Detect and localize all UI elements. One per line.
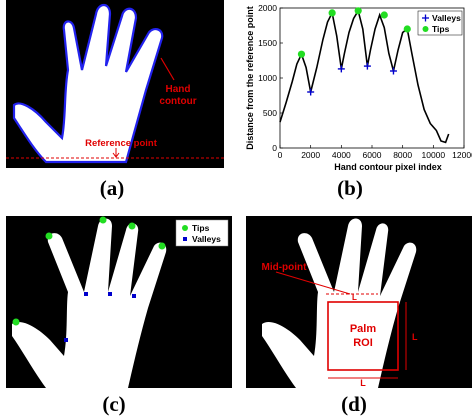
caption-d: (d)	[341, 392, 367, 416]
hand-contour-label-1: Hand	[166, 84, 191, 95]
reference-point-label: Reference point	[85, 138, 158, 149]
legend-tips-marker-b	[422, 26, 429, 32]
valley-point-2	[363, 62, 371, 70]
valley-point-3	[389, 67, 397, 75]
tip-point-0	[297, 50, 306, 58]
tip-markers	[12, 216, 166, 326]
caption-a: (a)	[99, 176, 125, 200]
legend-tips-label-b: Tips	[432, 24, 450, 34]
tip-marker-1	[45, 232, 53, 240]
palm-label-1: Palm	[350, 323, 377, 335]
x-tick-label-3: 6000	[363, 150, 382, 160]
x-tick-label-2: 4000	[332, 150, 351, 160]
hand-silhouette	[12, 3, 164, 164]
tip-point-1	[328, 9, 336, 17]
tip-point-4	[403, 25, 411, 33]
chart-series	[279, 7, 450, 144]
panel-d-palm-roi: Mid-point Palm ROI L L L	[246, 216, 472, 388]
palm-roi-box	[327, 301, 399, 371]
valley-marker-2	[108, 292, 112, 296]
legend-valleys-marker-b	[422, 14, 429, 22]
contour-arrow	[160, 57, 175, 81]
legend-box-c	[175, 219, 229, 247]
x-tick-label-1: 2000	[301, 150, 320, 160]
hand-contour-label-2: contour	[159, 96, 196, 107]
caption-b: (b)	[337, 176, 363, 200]
tip-point-3	[380, 11, 388, 19]
tip-marker-3	[128, 222, 136, 230]
legend-valleys-marker	[183, 237, 187, 241]
legend-tips-marker	[182, 225, 188, 231]
dimension-label-bottom: L	[360, 378, 366, 388]
y-axis-label: Distance from the reference point	[245, 6, 255, 150]
y-tick-label-1: 500	[263, 108, 277, 118]
hand-silhouette-d	[262, 218, 417, 388]
tip-marker-4	[158, 242, 166, 250]
valley-marker-4	[64, 338, 68, 342]
palm-label-2: ROI	[353, 337, 373, 349]
valley-marker-1	[84, 292, 88, 296]
tip-marker-5	[12, 318, 20, 326]
y-tick-label-0: 0	[272, 143, 277, 153]
valley-point-0	[307, 88, 315, 96]
legend-valleys-label: Valleys	[192, 234, 221, 244]
distance-curve	[279, 8, 450, 144]
y-tick-label-2: 1000	[258, 73, 277, 83]
mid-point-label: Mid-point	[262, 262, 308, 273]
reference-arrow-head	[112, 152, 120, 158]
valley-point-1	[337, 65, 345, 73]
x-tick-label-4: 8000	[393, 150, 412, 160]
y-tick-label-4: 2000	[258, 3, 277, 13]
hand-silhouette-c	[12, 218, 167, 388]
dimension-label-right: L	[412, 332, 418, 342]
x-tick-label-5: 10000	[422, 150, 446, 160]
panel-c-tips-valleys: Tips Valleys	[6, 216, 232, 388]
y-tick-label-3: 1500	[258, 38, 277, 48]
caption-c: (c)	[102, 392, 126, 416]
valley-markers	[64, 292, 136, 342]
x-tick-label-0: 0	[278, 150, 283, 160]
valley-marker-3	[132, 294, 136, 298]
tip-point-2	[354, 7, 362, 15]
x-axis-label: Hand contour pixel index	[334, 162, 442, 172]
panel-a-hand-contour: Hand contour Reference point	[6, 0, 224, 168]
legend-valleys-label-b: Valleys	[432, 13, 461, 23]
tip-marker-2	[99, 216, 107, 224]
midpoint-arrow	[275, 271, 351, 295]
legend-tips-label: Tips	[192, 223, 210, 233]
dimension-label-top: L	[352, 293, 357, 302]
